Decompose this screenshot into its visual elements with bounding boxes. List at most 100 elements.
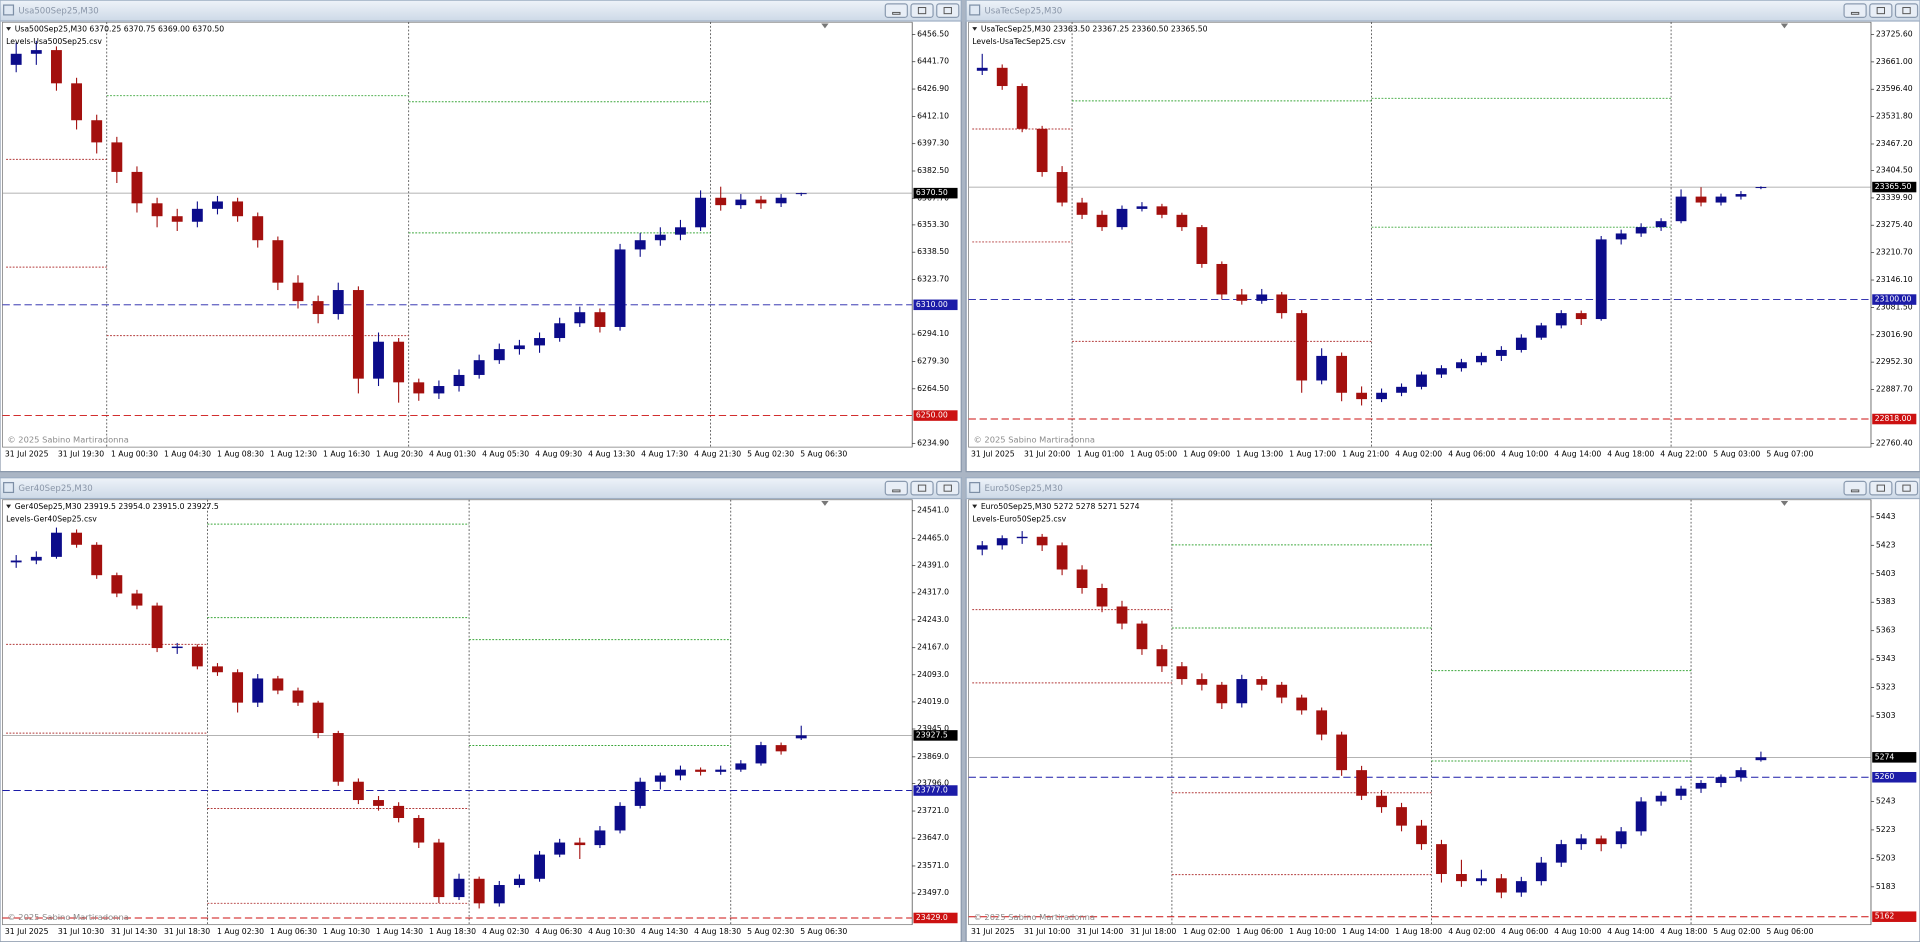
candle-body	[1076, 202, 1088, 215]
maximize-button[interactable]	[1869, 480, 1893, 496]
x-tick-label: 4 Aug 21:30	[694, 449, 741, 458]
plot-area	[2, 499, 913, 926]
maximize-button[interactable]	[1869, 3, 1893, 18]
candle-body	[332, 290, 344, 315]
candle-body	[996, 538, 1008, 546]
x-tick-label: 4 Aug 22:00	[1660, 449, 1707, 458]
chart-menu-arrow[interactable]	[6, 504, 12, 509]
candle-body	[232, 201, 244, 217]
x-tick-label: 5 Aug 02:30	[747, 449, 794, 458]
candle-body	[1476, 878, 1487, 882]
plot-area	[968, 499, 1872, 926]
candle-body	[111, 142, 123, 172]
candle-body	[1296, 313, 1308, 381]
watermark: © 2025 Sabino Martiradonna	[973, 912, 1094, 922]
candle-body	[1136, 623, 1148, 650]
candle-body	[1655, 221, 1667, 228]
y-tick-label: 23404.50	[1876, 166, 1913, 175]
close-button[interactable]	[1894, 3, 1919, 18]
candle-body	[51, 50, 62, 84]
candle-body	[71, 83, 83, 121]
title-bar	[965, 0, 1920, 22]
candle-body	[393, 805, 405, 818]
levels-file: Levels-UsaTecSep25.csv	[972, 37, 1066, 46]
chart-header: Usa500Sep25,M30 6370.25 6370.75 6369.00 …	[15, 25, 225, 34]
watermark: © 2025 Sabino Martiradonna	[973, 434, 1094, 444]
x-tick-label: 1 Aug 14:00	[1342, 927, 1389, 936]
candle-body	[755, 199, 767, 204]
x-tick-label: 5 Aug 06:30	[800, 449, 847, 458]
candle-body	[1156, 649, 1168, 667]
x-tick-label: 31 Jul 18:30	[164, 927, 210, 936]
y-tick-label: 6426.90	[917, 84, 949, 93]
level-tag	[1872, 413, 1917, 425]
close-button[interactable]	[936, 3, 960, 18]
candle-body	[191, 646, 203, 667]
chart-menu-arrow[interactable]	[972, 27, 978, 31]
level-label: 6310.00	[916, 300, 948, 309]
candle-body	[332, 733, 344, 782]
x-tick-label: 4 Aug 10:30	[588, 927, 635, 936]
candle-body	[1316, 355, 1328, 381]
level-tag	[913, 912, 958, 924]
candle-body	[534, 854, 545, 879]
candle-body	[554, 842, 566, 855]
candle-body	[1116, 606, 1128, 624]
candle-body	[1216, 263, 1228, 295]
candle-body	[191, 208, 203, 222]
x-tick-label: 1 Aug 01:00	[1077, 449, 1124, 458]
candle-body	[1376, 392, 1387, 400]
y-tick-label: 6456.50	[917, 29, 949, 38]
candle-body	[131, 593, 143, 606]
x-tick-label: 31 Jul 20:00	[1024, 449, 1070, 458]
scroll-marker	[821, 23, 829, 29]
candle-body	[534, 338, 545, 346]
y-tick-label: 6382.50	[917, 166, 949, 175]
y-tick-label: 23725.60	[1876, 30, 1913, 39]
x-tick-label: 5 Aug 06:00	[1766, 927, 1813, 936]
level-label: 23100.00	[1875, 295, 1912, 304]
candle-body	[151, 203, 163, 217]
candle-body	[1256, 679, 1268, 685]
minimize-button[interactable]	[1843, 3, 1867, 18]
y-tick-label: 5423	[1876, 540, 1896, 549]
candle-body	[654, 775, 666, 782]
minimize-button[interactable]	[1843, 480, 1867, 496]
window-icon	[3, 4, 15, 16]
price-axis	[1871, 22, 1919, 448]
maximize-button[interactable]	[910, 3, 934, 18]
candle-body	[252, 678, 264, 703]
candle-body	[1356, 770, 1367, 796]
x-tick-label: 31 Jul 2025	[5, 927, 49, 936]
x-tick-label: 1 Aug 09:00	[1183, 449, 1230, 458]
chart-menu-arrow[interactable]	[6, 27, 12, 31]
candle-body	[695, 769, 707, 772]
close-button[interactable]	[1894, 480, 1919, 496]
y-tick-label: 5223	[1876, 825, 1896, 834]
minimize-button[interactable]	[884, 3, 908, 18]
candle-body	[10, 53, 22, 65]
candle-body	[413, 382, 425, 394]
minimize-button[interactable]	[884, 480, 908, 496]
candle-body	[473, 360, 485, 375]
minimize-glyph	[892, 489, 901, 493]
chart-menu-arrow[interactable]	[972, 504, 978, 509]
maximize-button[interactable]	[910, 480, 934, 496]
candle-body	[91, 544, 103, 576]
candle-body	[51, 532, 62, 557]
y-tick-label: 23869.0	[917, 752, 949, 761]
y-tick-label: 23081.50	[1876, 302, 1913, 311]
candle-body	[30, 50, 42, 54]
level-label: 23429.0	[916, 913, 948, 922]
candle-body	[1715, 777, 1727, 783]
close-glyph	[1902, 484, 1911, 492]
y-tick-label: 6234.90	[917, 438, 949, 447]
x-tick-label: 31 Jul 14:30	[111, 927, 157, 936]
level-tag	[913, 410, 958, 421]
maximize-glyph	[1876, 7, 1885, 15]
y-tick-label: 6294.10	[917, 329, 949, 338]
price-axis	[912, 22, 960, 448]
close-button[interactable]	[936, 480, 960, 496]
chart-header: UsaTecSep25,M30 23363.50 23367.25 23360.…	[981, 25, 1208, 34]
candle-body	[91, 120, 103, 143]
